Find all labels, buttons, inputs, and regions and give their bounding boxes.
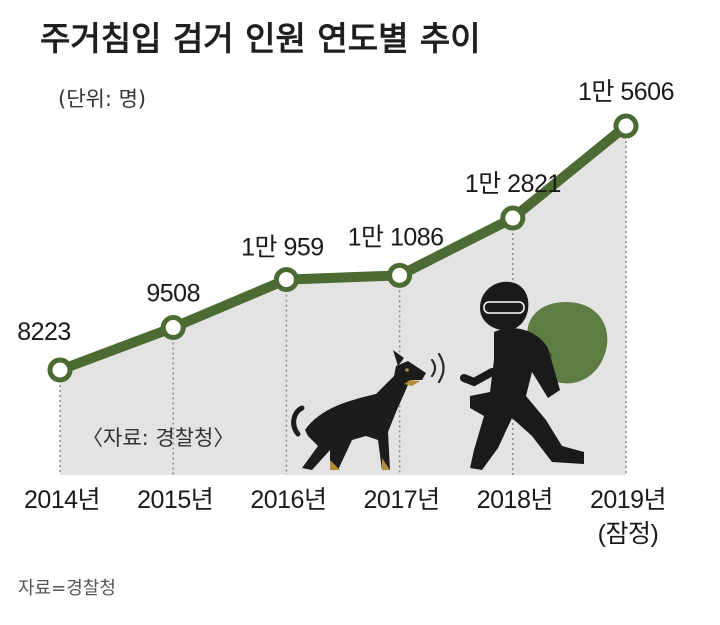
value-label-2019년: 1만 5606: [578, 78, 674, 106]
area-fill: [60, 126, 626, 475]
data-point-2014년: [47, 357, 73, 383]
burglar-with-sack-icon: [460, 281, 608, 470]
x-label-2017년: 2017년: [364, 486, 440, 514]
series-line: [55, 121, 631, 375]
data-point-2017년: [387, 262, 413, 288]
bark-sound-waves-icon: [430, 352, 445, 384]
data-point-2019년: [613, 113, 639, 139]
data-point-2018년: [500, 205, 526, 231]
data-point-2016년: [273, 267, 299, 293]
source-note-inside: 〈자료: 경찰청〉: [82, 426, 234, 450]
value-label-2018년: 1만 2821: [465, 170, 561, 198]
footer-source: 자료=경찰청: [18, 578, 116, 599]
x-axis-labels: 2014년 2015년 2016년 2017년 2018년 2019년 (잠정): [24, 486, 667, 548]
chart-title: 주거침입 검거 인원 연도별 추이: [40, 19, 481, 58]
x-label-2018년: 2018년: [477, 486, 553, 514]
x-label-2019년: 2019년: [590, 486, 666, 514]
value-labels: 8223 9508 1만 959 1만 1086 1만 2821 1만 5606: [17, 78, 674, 346]
x-label-2014년: 2014년: [24, 486, 100, 514]
unit-note: (단위: 명): [58, 87, 146, 111]
drop-lines: [59, 126, 627, 475]
doberman-dog-icon: [291, 350, 426, 470]
data-point-2015년: [160, 315, 186, 341]
x-note-2019년: (잠정): [598, 520, 659, 548]
value-label-2016년: 1만 959: [241, 234, 324, 262]
value-label-2015년: 9508: [146, 280, 200, 308]
value-label-2014년: 8223: [17, 318, 71, 346]
data-markers: [47, 113, 639, 383]
value-label-2017년: 1만 1086: [348, 223, 444, 251]
x-label-2016년: 2016년: [250, 486, 326, 514]
x-label-2015년: 2015년: [137, 486, 213, 514]
